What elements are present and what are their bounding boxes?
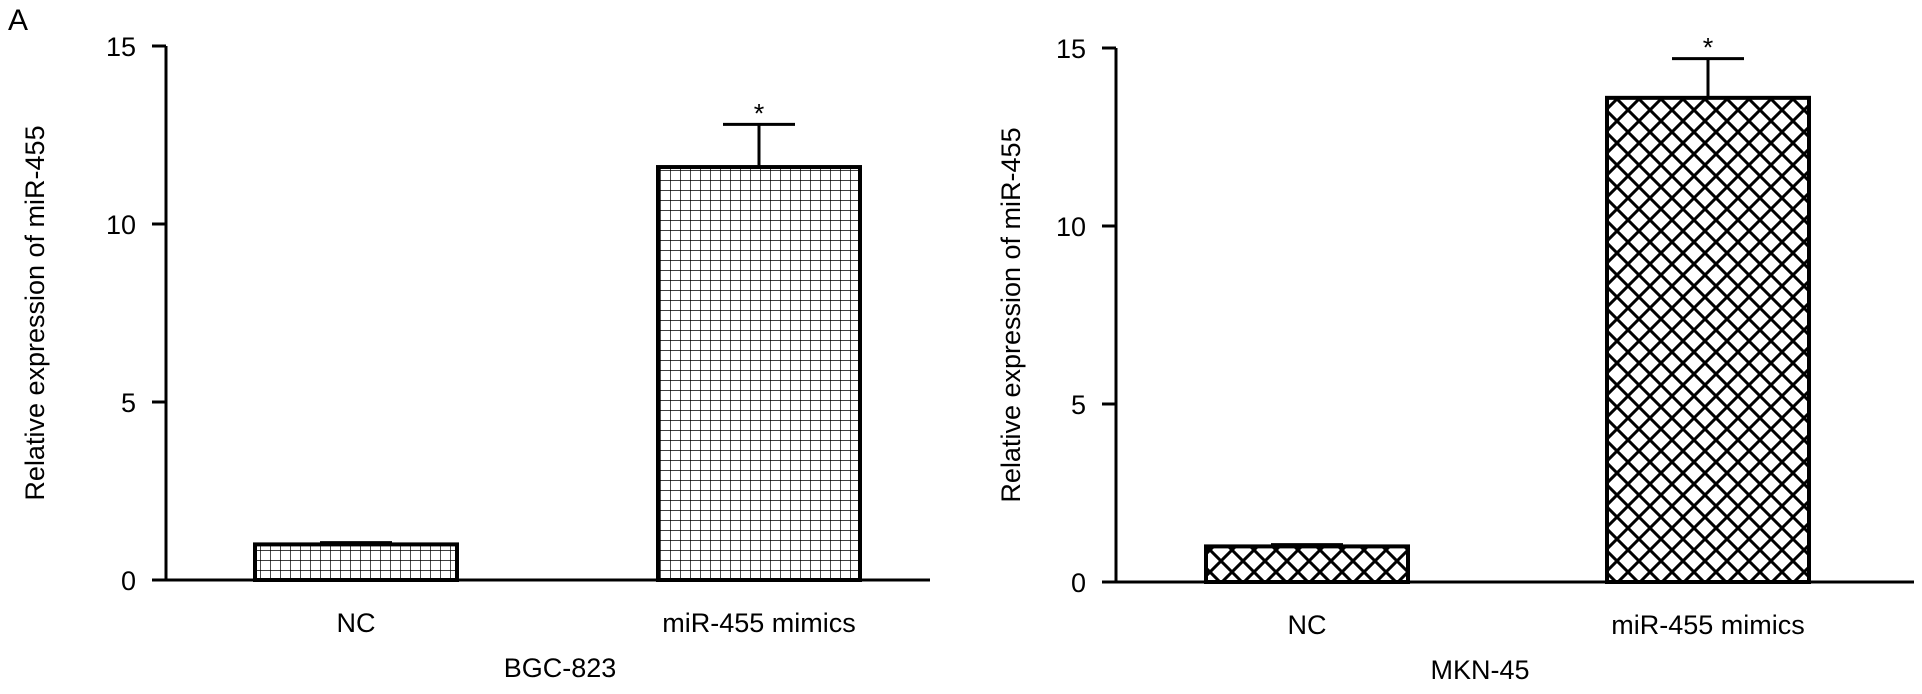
- x-axis-title: BGC-823: [504, 653, 617, 683]
- y-axis-title: Relative expression of miR-455: [996, 127, 1026, 502]
- x-tick-label: NC: [1288, 610, 1327, 640]
- y-tick-label: 10: [1056, 212, 1086, 242]
- significance-marker: *: [1703, 33, 1714, 63]
- x-tick-label: miR-455 mimics: [662, 608, 856, 638]
- bar-nc: [253, 542, 459, 583]
- bar-mir-455-mimics: [1605, 95, 1811, 584]
- y-tick-label: 5: [121, 388, 136, 418]
- y-tick-label: 10: [106, 210, 136, 240]
- y-axis-title: Relative expression of miR-455: [20, 125, 50, 500]
- y-tick-label: 5: [1071, 390, 1086, 420]
- chart-mkn-45: 0 5 10 15 Relative expression of miR-455 NC * m…: [996, 33, 1914, 685]
- bar-nc: [1204, 544, 1410, 585]
- x-axis-title: MKN-45: [1430, 655, 1529, 685]
- x-tick-label: NC: [337, 608, 376, 638]
- bar-mir-455-mimics: [656, 165, 862, 582]
- y-tick-label: 0: [121, 566, 136, 596]
- significance-marker: *: [754, 98, 765, 128]
- y-tick-label: 15: [106, 32, 136, 62]
- x-tick-label: miR-455 mimics: [1611, 610, 1805, 640]
- panel-label: A: [8, 4, 29, 37]
- chart-bgc-823: 0 5 10 15 Relative expression of miR-455 NC * m…: [20, 32, 930, 683]
- y-tick-label: 15: [1056, 34, 1086, 64]
- y-tick-label: 0: [1071, 568, 1086, 598]
